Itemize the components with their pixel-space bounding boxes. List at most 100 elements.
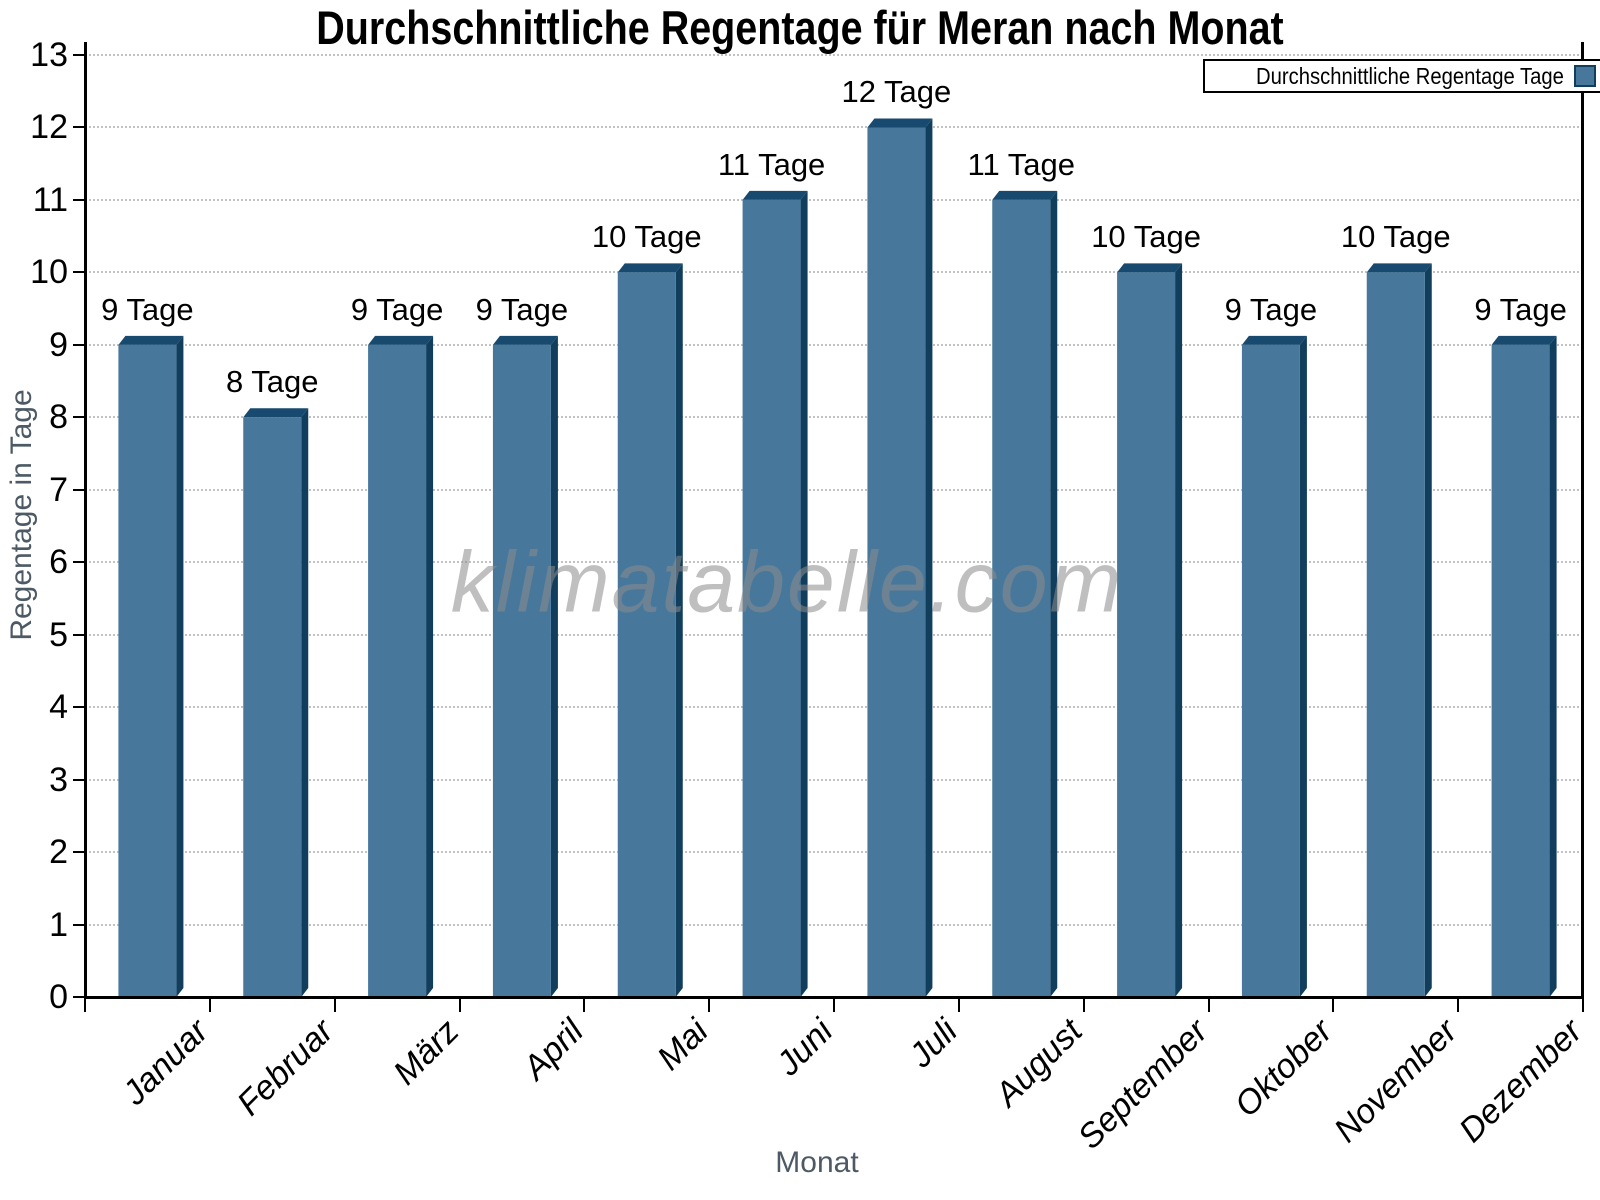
bar-value-label-september: 10 Tage (1091, 219, 1201, 255)
x-tick-11 (1457, 999, 1460, 1012)
y-tick-8 (73, 416, 85, 419)
legend-label: Durchschnittliche Regentage Tage (1255, 62, 1564, 89)
legend: Durchschnittliche Regentage Tage (1203, 59, 1600, 93)
bar-top-mrz (368, 335, 434, 345)
bar-side-februar (301, 408, 309, 997)
y-tick-label-8: 8 (49, 398, 68, 437)
bar-side-september (1175, 263, 1183, 997)
bar-top-oktober (1241, 335, 1307, 345)
bar-value-label-august: 11 Tage (967, 146, 1075, 182)
x-tick-10 (1332, 999, 1335, 1012)
x-tick-12 (1582, 999, 1584, 1012)
bar-top-august (992, 190, 1058, 200)
bar-juli (867, 127, 926, 997)
bar-value-label-mrz: 9 Tage (350, 291, 444, 327)
gridline-4 (85, 706, 1583, 709)
gridline-11 (85, 198, 1583, 201)
bar-side-november (1424, 263, 1432, 997)
y-tick-7 (73, 488, 85, 491)
x-tick-8 (1082, 999, 1085, 1012)
y-tick-label-13: 13 (30, 36, 68, 74)
bar-side-mrz (426, 335, 434, 997)
y-tick-label-10: 10 (30, 253, 68, 292)
legend-swatch-icon (1573, 65, 1596, 87)
gridline-2 (85, 851, 1583, 854)
bar-side-dezember (1549, 335, 1557, 997)
bar-value-label-april: 9 Tage (475, 291, 569, 327)
bar-mrz (368, 344, 427, 997)
gridline-10 (85, 271, 1583, 274)
gridline-1 (85, 923, 1583, 926)
y-tick-0 (73, 996, 85, 998)
bar-top-september (1117, 263, 1183, 273)
gridline-8 (85, 416, 1583, 419)
y-tick-label-1: 1 (49, 905, 68, 944)
bar-januar (118, 344, 177, 997)
y-tick-9 (73, 343, 85, 346)
bar-top-april (492, 335, 558, 345)
y-tick-6 (73, 561, 85, 564)
y-tick-label-0: 0 (49, 978, 68, 1016)
bar-value-label-mai: 10 Tage (591, 219, 702, 255)
bar-februar (243, 417, 302, 997)
bar-side-juni (800, 190, 808, 997)
bar-november (1366, 272, 1425, 997)
plot-right-border (1581, 42, 1584, 999)
gridline-7 (85, 488, 1583, 491)
gridline-12 (85, 126, 1583, 129)
bar-value-label-juli: 12 Tage (841, 74, 952, 110)
x-tick-6 (833, 999, 835, 1012)
x-tick-7 (957, 999, 960, 1012)
bar-top-januar (118, 335, 184, 345)
bar-value-label-dezember: 9 Tage (1474, 291, 1567, 327)
bar-top-mai (617, 263, 683, 273)
y-tick-label-2: 2 (49, 833, 68, 872)
bar-oktober (1241, 344, 1300, 997)
bar-juni (742, 199, 801, 997)
y-tick-label-3: 3 (49, 760, 68, 799)
x-tick-3 (458, 999, 461, 1012)
x-tick-0 (84, 999, 86, 1012)
y-axis-line (84, 42, 87, 999)
y-tick-3 (73, 778, 85, 781)
bar-top-dezember (1491, 335, 1557, 345)
x-tick-9 (1207, 999, 1210, 1012)
bar-mai (617, 272, 676, 997)
y-tick-4 (73, 706, 85, 709)
bar-side-juli (925, 118, 933, 997)
y-axis-title: Regentage in Tage (5, 389, 38, 641)
y-tick-10 (73, 271, 85, 274)
x-axis-title: Monat (775, 1146, 859, 1179)
bar-top-februar (243, 408, 309, 418)
y-tick-12 (73, 126, 85, 129)
bar-value-label-oktober: 9 Tage (1224, 291, 1318, 327)
gridline-13 (85, 54, 1583, 56)
y-tick-label-6: 6 (49, 543, 68, 582)
y-tick-5 (73, 633, 85, 636)
x-tick-4 (583, 999, 586, 1012)
bar-side-april (550, 335, 558, 997)
gridline-5 (85, 633, 1583, 636)
y-tick-label-7: 7 (49, 470, 68, 509)
gridline-6 (85, 561, 1583, 564)
gridline-9 (85, 343, 1583, 346)
bar-top-juli (867, 118, 933, 128)
x-tick-1 (208, 999, 211, 1012)
y-tick-label-9: 9 (49, 325, 68, 364)
x-axis-line (84, 996, 1584, 999)
y-tick-label-4: 4 (49, 688, 68, 727)
bar-august (992, 199, 1051, 997)
y-tick-1 (73, 923, 85, 926)
y-tick-2 (73, 851, 85, 854)
x-tick-2 (333, 999, 336, 1012)
bar-value-label-juni: 11 Tage (717, 146, 826, 182)
y-tick-label-12: 12 (30, 108, 68, 147)
bar-side-august (1050, 190, 1058, 997)
bar-top-november (1366, 263, 1432, 273)
bar-value-label-februar: 8 Tage (225, 364, 319, 400)
bar-value-label-januar: 9 Tage (101, 291, 194, 327)
bar-side-oktober (1299, 335, 1307, 997)
bar-dezember (1491, 344, 1550, 997)
